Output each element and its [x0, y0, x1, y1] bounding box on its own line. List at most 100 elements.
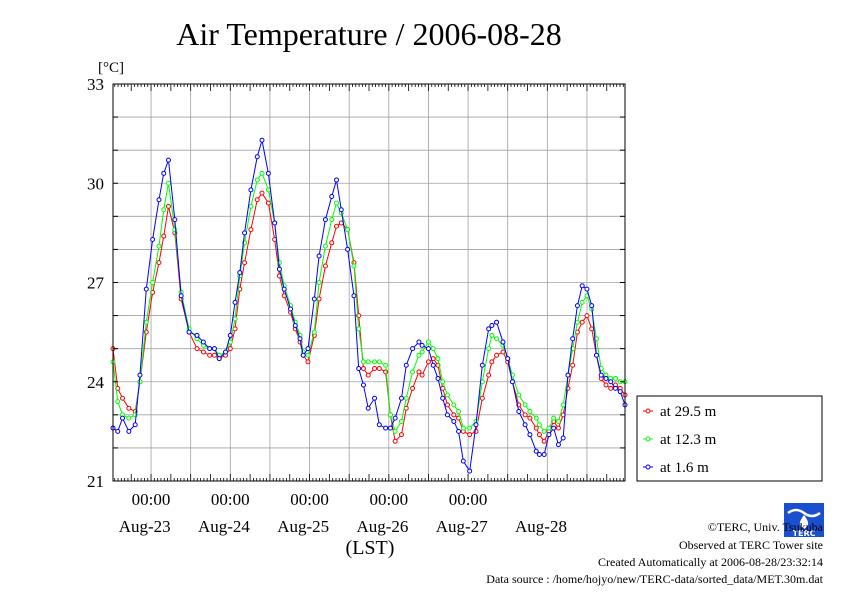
data-point: [398, 418, 404, 424]
data-point: [551, 425, 557, 431]
data-point: [156, 243, 162, 249]
data-point: [473, 422, 479, 428]
data-point: [165, 157, 171, 163]
data-point: [451, 412, 457, 418]
data-point: [608, 385, 614, 391]
data-point: [527, 415, 533, 421]
data-point: [560, 402, 566, 408]
data-point: [527, 409, 533, 415]
data-point: [410, 346, 416, 352]
logo-text: TERC: [793, 529, 816, 538]
data-point: [305, 352, 311, 358]
data-point: [522, 422, 528, 428]
data-point: [403, 362, 409, 368]
data-point: [345, 227, 351, 233]
data-point: [259, 170, 265, 176]
chart-title: Air Temperature / 2006-08-28: [176, 16, 562, 52]
data-point: [143, 286, 149, 292]
data-point: [574, 319, 580, 325]
data-point: [392, 428, 398, 434]
legend-marker: [645, 408, 651, 414]
data-point: [351, 293, 357, 299]
data-point: [242, 230, 248, 236]
data-point: [227, 332, 233, 338]
observed-text: Observed at TERC Tower site: [679, 538, 823, 552]
data-point: [456, 428, 462, 434]
data-point: [248, 203, 254, 209]
data-point: [143, 319, 149, 325]
x-time-tick-label: 00:00: [369, 490, 408, 509]
data-point: [383, 425, 389, 431]
data-point: [207, 352, 213, 358]
series-line: [112, 172, 625, 433]
data-point: [334, 223, 340, 229]
data-point: [165, 180, 171, 186]
data-point: [419, 372, 425, 378]
data-point: [444, 392, 450, 398]
y-tick-label: 27: [87, 274, 105, 293]
data-point: [533, 415, 539, 421]
data-point: [360, 359, 366, 365]
data-point: [440, 395, 446, 401]
data-source-text: Data source : /home/hojyo/new/TERC-data/…: [486, 572, 823, 586]
data-point: [603, 375, 609, 381]
data-point: [489, 323, 495, 329]
data-point: [156, 197, 162, 203]
data-point: [387, 425, 393, 431]
data-point: [265, 170, 271, 176]
data-point: [555, 442, 561, 448]
data-point: [365, 405, 371, 411]
copyright-text: ©TERC, Univ. Tsukuba: [708, 520, 824, 534]
data-point: [608, 379, 614, 385]
data-point: [232, 316, 238, 322]
data-point: [265, 187, 271, 193]
data-point: [211, 352, 217, 358]
data-point: [211, 346, 217, 352]
data-point: [398, 395, 404, 401]
data-point: [440, 379, 446, 385]
legend-label: at 1.6 m: [660, 460, 709, 476]
data-point: [451, 418, 457, 424]
data-point: [435, 356, 441, 362]
data-point: [541, 452, 547, 458]
x-time-tick-label: 00:00: [132, 490, 171, 509]
data-point: [555, 418, 561, 424]
data-point: [574, 303, 580, 309]
data-point: [132, 422, 138, 428]
x-time-tick-label: 00:00: [211, 490, 250, 509]
data-point: [288, 306, 294, 312]
data-point: [617, 389, 623, 395]
data-point: [460, 425, 466, 431]
created-text: Created Automatically at 2006-08-28/23:3…: [598, 555, 823, 569]
data-point: [281, 286, 287, 292]
data-point: [416, 352, 422, 358]
data-point: [338, 207, 344, 213]
axis-labels: 21 24 27 30 33 00:00 00:00 00:00 00:00 00:00 Aug-2…: [87, 75, 567, 536]
data-point: [425, 346, 431, 352]
data-point: [435, 375, 441, 381]
x-axis-label: (LST): [346, 537, 395, 559]
x-date-label: Aug-23: [119, 517, 171, 536]
data-point: [365, 372, 371, 378]
data-point: [505, 356, 511, 362]
legend-marker: [645, 436, 651, 442]
data-point: [579, 319, 585, 325]
legend-label: at 12.3 m: [660, 432, 717, 448]
data-point: [194, 346, 200, 352]
series-layer: [110, 137, 628, 474]
data-point: [322, 217, 328, 223]
data-point: [311, 296, 317, 302]
legend-box: [636, 395, 823, 482]
data-point: [584, 286, 590, 292]
data-point: [115, 428, 121, 434]
y-tick-label: 24: [87, 373, 105, 392]
data-point: [593, 352, 599, 358]
data-point: [551, 415, 557, 421]
data-point: [150, 280, 156, 285]
x-date-label: Aug-25: [277, 517, 329, 536]
data-point: [360, 382, 366, 388]
data-point: [486, 346, 492, 352]
data-point: [329, 240, 335, 246]
data-point: [254, 197, 260, 203]
x-date-label: Aug-26: [356, 517, 408, 536]
